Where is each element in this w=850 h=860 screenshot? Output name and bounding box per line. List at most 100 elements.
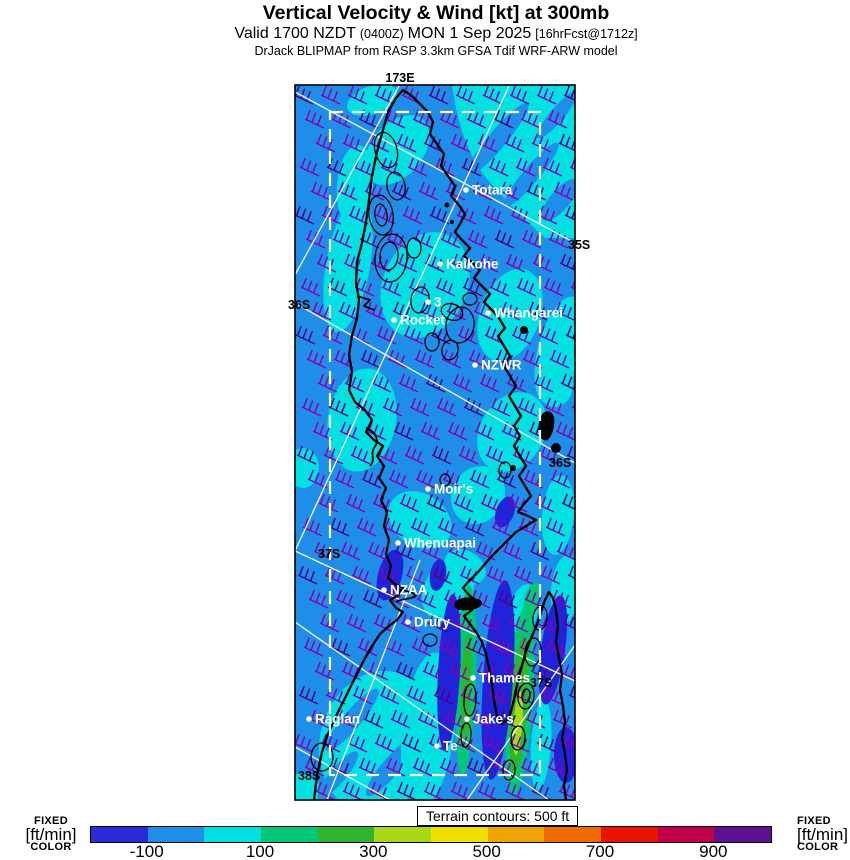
wind-barb (385, 757, 406, 777)
wind-barb (505, 253, 526, 273)
wind-barb (364, 181, 385, 201)
coastline (312, 88, 569, 800)
wind-barb (358, 109, 379, 129)
wind-barb (493, 109, 514, 129)
wind-barb (408, 277, 429, 297)
wind-barb (477, 133, 498, 153)
wind-barb (450, 133, 471, 153)
colorbar-segment (544, 827, 602, 842)
colorbar-segment (714, 827, 772, 842)
colorbar-tick-label: 900 (699, 842, 728, 860)
wind-barb (587, 254, 606, 272)
wind-barb (569, 157, 575, 171)
wind-barb (583, 422, 602, 440)
fixed-label: FIXED (797, 815, 831, 827)
wind-barb (410, 517, 431, 537)
wind-barb (476, 661, 497, 681)
colorbar-segment (261, 827, 318, 842)
wind-barb (341, 661, 362, 681)
wind-barb (439, 757, 460, 777)
wind-barb (491, 517, 512, 537)
wind-barb (536, 85, 557, 105)
wind-barb (497, 589, 518, 609)
wind-barb (586, 782, 605, 800)
wind-barb (409, 397, 430, 417)
model-domain-box (328, 110, 542, 777)
wind-barb (443, 589, 464, 609)
location-label: Kaikohe (446, 257, 499, 272)
island-little-barrier (520, 326, 528, 334)
map-border (294, 84, 576, 801)
wind-barb (452, 373, 473, 393)
colorbar-segment (147, 827, 205, 842)
wind-barb (475, 541, 496, 561)
colorbar-tick-label: -100 (129, 842, 164, 860)
units-label: [ft/min] (25, 825, 77, 844)
wind-barb (436, 397, 457, 417)
wind-barb (484, 325, 505, 345)
wind-barb (388, 469, 409, 489)
grid-label: 36S (549, 456, 571, 470)
wind-barb (309, 709, 330, 729)
wind-barb (301, 397, 322, 417)
harbour-detail (356, 295, 417, 603)
grid-labels-layer: 173E 35S 36S 36S 37S 37S 38S (288, 71, 590, 783)
wind-barb (314, 661, 335, 681)
wind-barb (338, 301, 359, 321)
wind-barb (438, 637, 459, 657)
wind-barb (534, 493, 555, 513)
wind-barb (551, 589, 572, 609)
wind-barb (574, 119, 575, 120)
wind-barb (400, 613, 421, 633)
wind-barb (577, 350, 596, 368)
wind-barb (458, 445, 479, 465)
wind-barb (499, 181, 520, 201)
wind-barb (323, 445, 344, 465)
wind-barb (482, 733, 503, 753)
graticule-line (295, 302, 575, 464)
wind-barb (531, 133, 552, 153)
location-marker (306, 716, 312, 722)
wind-barb (296, 445, 317, 465)
wind-barb (327, 277, 348, 297)
wind-barb (449, 661, 470, 681)
wind-barb (478, 253, 499, 273)
location-label: Rocket (400, 313, 446, 328)
wind-barb (346, 613, 367, 633)
wind-barb (412, 757, 433, 777)
wind-barb (329, 517, 350, 537)
wind-barb (374, 85, 395, 105)
wind-barb (304, 109, 325, 129)
wind-barb (453, 493, 474, 513)
wind-barb (471, 709, 492, 729)
wind-barb (454, 613, 475, 633)
colorbar-segment (601, 827, 658, 842)
wind-barb (508, 613, 529, 633)
wind-barb (373, 613, 394, 633)
wind-barb (401, 733, 422, 753)
wind-barb (320, 85, 341, 105)
wind-barb (387, 349, 408, 369)
colorbar-tick-label: 300 (359, 842, 388, 860)
wind-barb (425, 373, 446, 393)
wind-barb (498, 709, 519, 729)
wind-barb (538, 325, 559, 345)
wind-barb (529, 541, 550, 561)
wind-barb (479, 373, 500, 393)
wind-barb (426, 493, 447, 513)
location-marker (485, 310, 491, 316)
valid-fcst: [16hrFcst@1712z] (535, 27, 638, 41)
wind-barb (504, 133, 525, 153)
wind-barb (513, 565, 534, 585)
wind-barb (566, 445, 575, 460)
wind-barb (463, 397, 484, 417)
wind-barb (468, 349, 489, 369)
wind-barb (404, 445, 425, 465)
wind-barb (431, 445, 452, 465)
colorbar-segment (431, 827, 488, 842)
wind-barb (520, 757, 541, 777)
wind-barb (515, 157, 536, 177)
grid-label: 35S (568, 238, 590, 252)
wind-barb (521, 229, 542, 249)
wind-barb (317, 373, 338, 393)
